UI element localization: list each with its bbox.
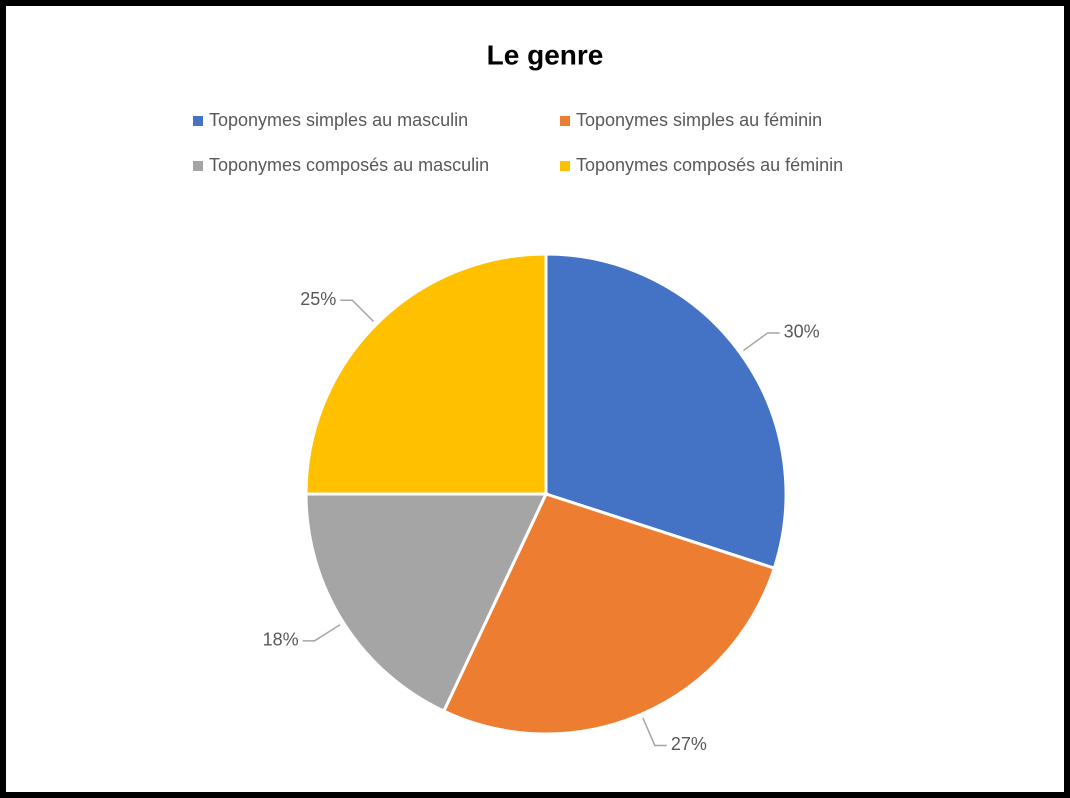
- leader-line: [742, 332, 780, 352]
- chart-title: Le genre: [487, 39, 604, 70]
- data-label: 18%: [263, 630, 299, 650]
- pie-slice: [304, 252, 548, 496]
- pie-slice: [544, 252, 788, 571]
- pie-slice: [441, 492, 777, 736]
- legend-marker: [193, 161, 203, 171]
- legend-marker: [193, 116, 203, 126]
- legend-marker: [560, 161, 570, 171]
- legend-marker: [560, 116, 570, 126]
- leader-line: [642, 717, 667, 747]
- data-label: 27%: [671, 734, 707, 754]
- pie-slice: [304, 492, 549, 714]
- legend-label: Toponymes simples au féminin: [576, 110, 822, 130]
- leader-line: [302, 624, 341, 642]
- data-label: 25%: [300, 289, 336, 309]
- legend-label: Toponymes composés au féminin: [576, 155, 843, 175]
- legend-label: Toponymes composés au masculin: [209, 155, 489, 175]
- legend-label: Toponymes simples au masculin: [209, 110, 468, 130]
- leader-line: [340, 299, 374, 322]
- data-label: 30%: [784, 322, 820, 342]
